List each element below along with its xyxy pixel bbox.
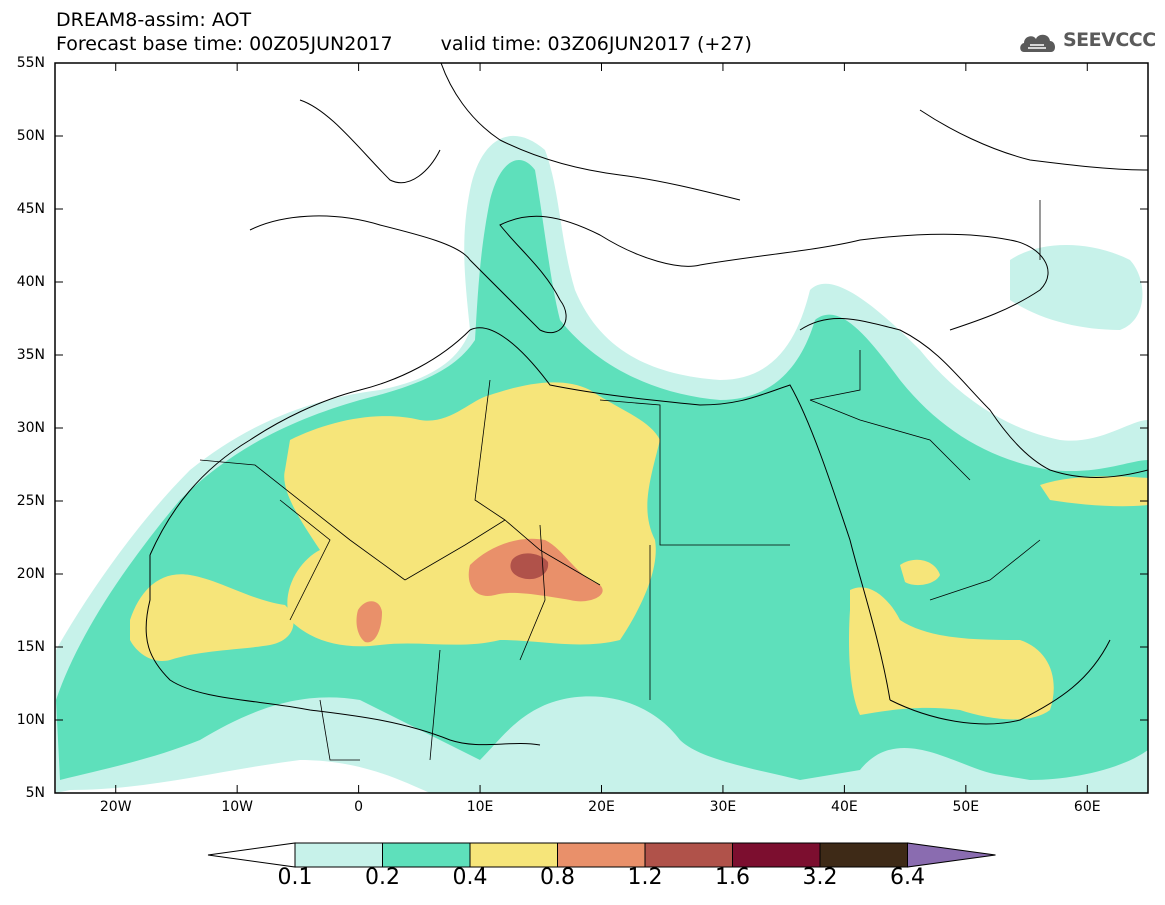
colorbar-over-arrow [907,842,996,868]
lat-label: 25N [16,493,45,509]
lat-label: 20N [16,566,45,582]
lon-label: 10W [221,799,253,815]
aot-band-0.4-0.8-west [130,574,294,661]
colorbar-label: 0.1 [277,865,313,890]
lon-label: 10E [466,799,494,815]
lat-label: 50N [16,128,45,144]
lon-label: 20E [588,799,615,815]
time-info: Forecast base time: 00Z05JUN2017 valid ti… [56,33,752,55]
colorbar-label: 6.4 [890,865,925,890]
lon-label: 40E [831,799,858,815]
colorbar-under-arrow [207,842,296,868]
aot-band-0.4-0.8-rub [900,559,940,586]
aot-band-0.4-0.8-gulf [1040,476,1148,507]
lat-label: 5N [25,785,45,801]
lon-label: 0 [354,799,364,815]
colorbar-segment [469,842,558,868]
colorbar-label: 0.8 [540,865,575,890]
colorbar-segment [732,842,821,868]
colorbar-label: 1.6 [715,865,750,890]
colorbar-label: 0.2 [365,865,400,890]
lat-label: 55N [16,55,45,71]
colorbar-label: 0.4 [452,865,488,890]
forecast-base-time: Forecast base time: 00Z05JUN2017 [56,33,393,55]
colorbar-label: 3.2 [802,865,838,890]
logo-text: SEEVCCC [1063,29,1156,51]
colorbar-segment [294,842,383,868]
lat-label: 10N [16,712,45,728]
map-title: DREAM8-assim: AOT [56,9,252,31]
aot-band-0.8-1.2-mali [356,601,382,643]
colorbar-segment [819,842,908,868]
lon-label: 20W [99,799,132,815]
lon-ticks [115,63,1088,793]
cloud-logo-icon [1020,34,1056,52]
coastlines [145,63,1148,746]
lat-label: 40N [16,274,45,290]
lon-label: 30E [709,799,737,815]
lat-label: 35N [16,347,45,363]
lat-ticks [55,62,1148,794]
valid-time: valid time: 03Z06JUN2017 (+27) [440,33,752,55]
lon-label: 60E [1073,799,1101,815]
aot-band-0.4-0.8-sahara [284,382,660,647]
lon-label: 50E [952,799,980,815]
aot-band-0.4-0.8-arabia [849,587,1054,720]
aot-band-1.2-1.6-core [510,553,549,580]
colorbar-label: 1.2 [627,865,663,890]
colorbar-segment [382,842,471,868]
lat-label: 30N [16,420,45,436]
lat-label: 15N [16,639,45,655]
aot-contours [56,135,1148,793]
lat-label: 45N [16,201,45,217]
colorbar-segment [644,842,733,868]
aot-band-0.1-0.2-north [1010,245,1143,330]
country-borders [199,200,1041,761]
colorbar-segment [557,842,646,868]
colorbar [207,842,996,868]
